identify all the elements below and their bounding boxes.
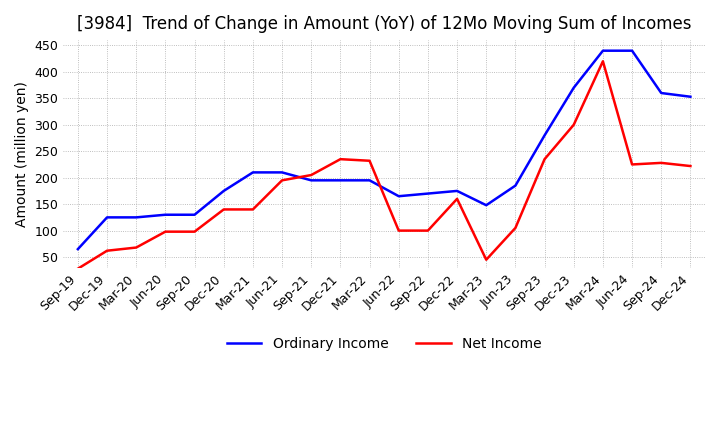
Line: Net Income: Net Income xyxy=(78,61,690,269)
Ordinary Income xyxy=(482,202,490,208)
Ordinary Income xyxy=(103,215,112,220)
Net Income xyxy=(482,257,490,262)
Net Income xyxy=(570,122,578,128)
Ordinary Income xyxy=(307,178,315,183)
Ordinary Income xyxy=(686,94,695,99)
Net Income xyxy=(132,245,140,250)
Net Income xyxy=(248,207,257,212)
Net Income xyxy=(190,229,199,235)
Ordinary Income xyxy=(628,48,636,53)
Ordinary Income xyxy=(453,188,462,194)
Ordinary Income xyxy=(132,215,140,220)
Line: Ordinary Income: Ordinary Income xyxy=(78,51,690,249)
Ordinary Income xyxy=(73,246,82,252)
Net Income xyxy=(628,162,636,167)
Ordinary Income xyxy=(248,170,257,175)
Ordinary Income xyxy=(161,212,170,217)
Net Income xyxy=(453,196,462,202)
Net Income xyxy=(103,248,112,253)
Net Income xyxy=(511,225,520,231)
Net Income xyxy=(307,172,315,178)
Net Income xyxy=(395,228,403,233)
Ordinary Income xyxy=(190,212,199,217)
Ordinary Income xyxy=(278,170,287,175)
Ordinary Income xyxy=(511,183,520,188)
Title: [3984]  Trend of Change in Amount (YoY) of 12Mo Moving Sum of Incomes: [3984] Trend of Change in Amount (YoY) o… xyxy=(77,15,691,33)
Ordinary Income xyxy=(598,48,607,53)
Net Income xyxy=(161,229,170,235)
Net Income xyxy=(686,163,695,169)
Ordinary Income xyxy=(423,191,432,196)
Net Income xyxy=(365,158,374,163)
Ordinary Income xyxy=(657,90,665,95)
Legend: Ordinary Income, Net Income: Ordinary Income, Net Income xyxy=(221,331,547,356)
Ordinary Income xyxy=(220,188,228,194)
Ordinary Income xyxy=(540,133,549,138)
Y-axis label: Amount (million yen): Amount (million yen) xyxy=(15,81,29,227)
Net Income xyxy=(657,160,665,165)
Net Income xyxy=(220,207,228,212)
Ordinary Income xyxy=(395,194,403,199)
Net Income xyxy=(540,157,549,162)
Ordinary Income xyxy=(365,178,374,183)
Net Income xyxy=(598,59,607,64)
Net Income xyxy=(73,266,82,271)
Ordinary Income xyxy=(336,178,345,183)
Net Income xyxy=(336,157,345,162)
Ordinary Income xyxy=(570,85,578,90)
Net Income xyxy=(423,228,432,233)
Net Income xyxy=(278,178,287,183)
